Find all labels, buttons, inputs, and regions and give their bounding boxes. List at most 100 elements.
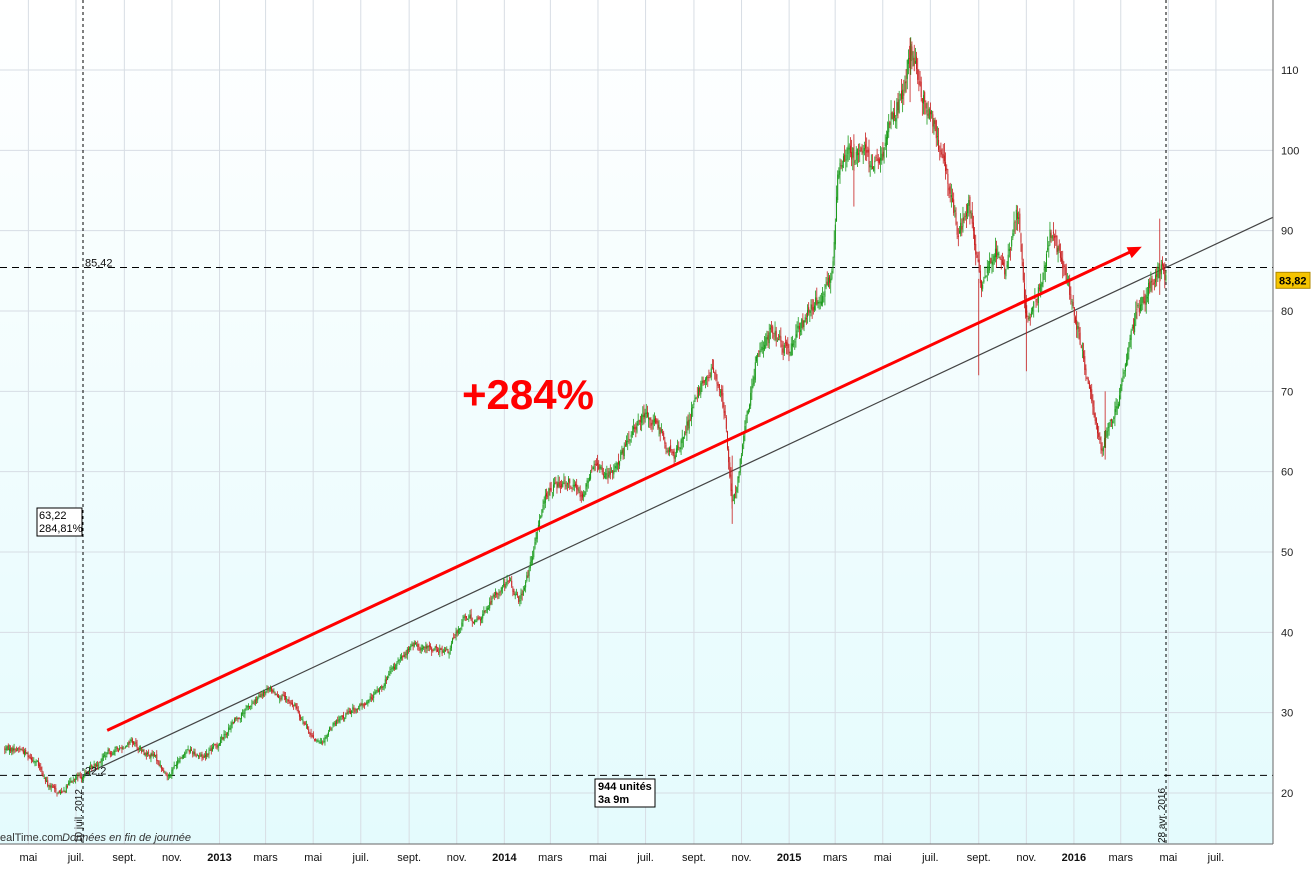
candle-body <box>1142 296 1144 303</box>
candle-body <box>455 631 457 637</box>
candle-body <box>142 749 144 752</box>
candle-body <box>416 645 418 647</box>
candle-body <box>783 345 785 354</box>
candle-body <box>900 90 902 100</box>
candles <box>4 37 1167 797</box>
candle-body <box>94 764 96 767</box>
candle-body <box>646 411 648 417</box>
candle-body <box>445 649 447 652</box>
candle-body <box>1095 418 1097 424</box>
candle-body <box>469 615 471 619</box>
candle-body <box>697 387 699 398</box>
candle-body <box>773 335 775 337</box>
candle-body <box>351 710 353 714</box>
candle-body <box>470 614 472 621</box>
candle-body <box>867 149 869 153</box>
candle-body <box>35 761 37 763</box>
candle-body <box>345 713 347 717</box>
candle-body <box>63 789 65 792</box>
candle-body <box>755 356 757 362</box>
candle-body <box>318 741 320 743</box>
candle-body <box>73 779 75 780</box>
candle-body <box>820 301 822 305</box>
candle-body <box>1084 356 1086 370</box>
candle-body <box>602 473 604 476</box>
candle-body <box>138 748 140 750</box>
candle-body <box>1135 311 1137 319</box>
candle-body <box>673 451 675 459</box>
candle-body <box>298 713 300 717</box>
candle-body <box>916 56 918 70</box>
x-tick-label: mars <box>823 852 848 864</box>
candle-body <box>597 462 599 466</box>
candle-body <box>17 748 19 750</box>
candle-body <box>355 708 357 711</box>
candle-body <box>307 726 309 729</box>
candle-body <box>529 561 531 569</box>
candle-body <box>826 281 828 285</box>
candle-body <box>128 741 130 744</box>
candle-body <box>1107 427 1109 432</box>
candle-body <box>769 327 771 330</box>
candle-body <box>396 663 398 666</box>
candle-body <box>246 706 248 708</box>
candle-body <box>8 748 10 752</box>
candle-body <box>111 753 113 755</box>
candle-body <box>215 744 217 746</box>
candle-body <box>294 704 296 707</box>
candle-body <box>584 491 586 497</box>
candle-body <box>940 149 942 155</box>
candle-body <box>475 620 477 622</box>
candle-body <box>58 790 60 793</box>
candle-body <box>895 117 897 122</box>
candle-body <box>616 462 618 469</box>
candle-body <box>34 761 36 763</box>
candle-body <box>155 754 157 757</box>
x-tick-label: mars <box>1109 852 1134 864</box>
candle-body <box>861 153 863 155</box>
candle-body <box>1006 264 1008 268</box>
candle-body <box>182 754 184 758</box>
candle-body <box>1054 235 1056 238</box>
candle-body <box>211 747 213 751</box>
candle-body <box>500 587 502 592</box>
duration-box <box>594 778 656 808</box>
candle-body <box>925 103 927 109</box>
candle-body <box>822 295 824 304</box>
candle-body <box>817 302 819 304</box>
candle-body <box>562 482 564 487</box>
candle-body <box>1164 269 1166 280</box>
candle-body <box>462 619 464 622</box>
candle-body <box>542 504 544 510</box>
candle-body <box>1131 327 1133 329</box>
candle-body <box>308 729 310 734</box>
candle-body <box>637 420 639 426</box>
candle-body <box>999 256 1001 259</box>
candle-body <box>1159 270 1161 273</box>
candle-body <box>840 165 842 167</box>
candle-body <box>434 647 436 648</box>
candle-body <box>920 81 922 98</box>
candle-body <box>309 733 311 735</box>
candle-body <box>382 687 384 689</box>
candle-body <box>547 495 549 497</box>
x-tick-label: mai <box>589 852 607 864</box>
candle-body <box>220 739 222 745</box>
candle-body <box>534 541 536 549</box>
candle-body <box>79 774 81 779</box>
candle-body <box>798 326 800 330</box>
candle-body <box>119 748 121 751</box>
footer-source: ealTime.com <box>0 832 63 844</box>
candle-body <box>572 484 574 487</box>
candle-body <box>1059 252 1061 258</box>
candle-body <box>512 588 514 592</box>
candle-body <box>1136 308 1138 310</box>
candle-body <box>588 477 590 481</box>
candle-body <box>1144 301 1146 303</box>
candle-body <box>530 560 532 562</box>
candle-body <box>365 704 367 706</box>
candle-body <box>101 757 103 762</box>
candle-body <box>1113 417 1115 420</box>
